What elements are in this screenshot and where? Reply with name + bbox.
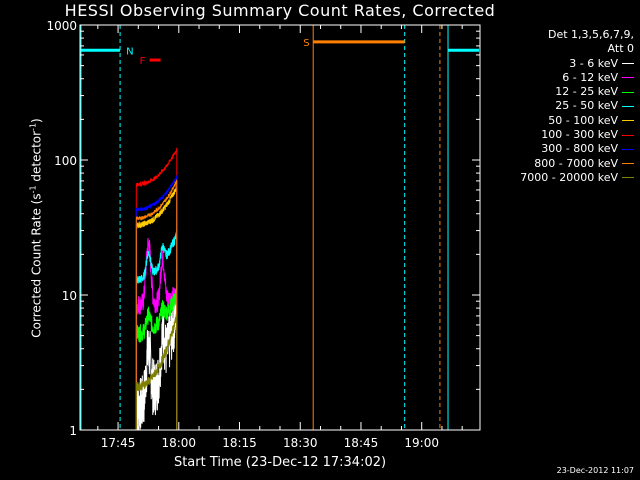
legend-entry-3: 25 - 50 keV bbox=[520, 99, 634, 113]
legend-entry-0: 3 - 6 keV bbox=[520, 57, 634, 71]
y-tick-label-3: 1000 bbox=[46, 19, 77, 33]
series-line-2 bbox=[135, 287, 178, 430]
series-line-4 bbox=[135, 185, 178, 430]
series-line-5 bbox=[135, 147, 178, 430]
series-line-1 bbox=[135, 237, 178, 430]
legend-entry-4: 50 - 100 keV bbox=[520, 114, 634, 128]
x-tick-label-1: 18:00 bbox=[161, 436, 196, 450]
legend-label: 50 - 100 keV bbox=[548, 113, 618, 127]
legend-entry-8: 7000 - 20000 keV bbox=[520, 171, 634, 185]
legend: Det 1,3,5,6,7,9, Att 0 3 - 6 keV 6 - 12 k… bbox=[520, 28, 634, 185]
legend-label: 800 - 7000 keV bbox=[534, 156, 618, 170]
legend-label: 100 - 300 keV bbox=[541, 128, 618, 142]
legend-swatch bbox=[622, 163, 634, 165]
x-tick-label-4: 18:45 bbox=[344, 436, 379, 450]
legend-entry-6: 300 - 800 keV bbox=[520, 142, 634, 156]
legend-swatch bbox=[622, 120, 634, 122]
legend-label: 300 - 800 keV bbox=[541, 142, 618, 156]
series-line-8 bbox=[135, 314, 178, 430]
series-line-3 bbox=[135, 230, 178, 430]
legend-entry-7: 800 - 7000 keV bbox=[520, 157, 634, 171]
legend-entry-2: 12 - 25 keV bbox=[520, 85, 634, 99]
legend-label: 12 - 25 keV bbox=[555, 85, 618, 99]
series-line-0 bbox=[135, 284, 178, 431]
legend-swatch bbox=[622, 77, 634, 79]
y-axis-label: Corrected Count Rate (s-1 detector-1) bbox=[28, 118, 44, 338]
legend-swatch bbox=[622, 177, 634, 179]
legend-label: 3 - 6 keV bbox=[569, 56, 618, 70]
series-line-6 bbox=[135, 175, 178, 430]
annotation-label-0: N bbox=[126, 46, 133, 57]
legend-swatch bbox=[622, 63, 634, 65]
x-tick-label-3: 18:30 bbox=[283, 436, 318, 450]
x-tick-label-5: 19:00 bbox=[404, 436, 439, 450]
legend-header-2: Att 0 bbox=[607, 42, 634, 56]
legend-entry-5: 100 - 300 keV bbox=[520, 128, 634, 142]
legend-label: 7000 - 20000 keV bbox=[520, 170, 618, 184]
annotation-label-3: S bbox=[303, 38, 309, 49]
x-tick-label-2: 18:15 bbox=[222, 436, 257, 450]
legend-swatch bbox=[622, 105, 634, 107]
legend-label: 6 - 12 keV bbox=[562, 70, 618, 84]
y-tick-label-0: 1 bbox=[69, 424, 77, 438]
x-axis-label: Start Time (23-Dec-12 17:34:02) bbox=[173, 455, 387, 470]
annotation-label-2: F bbox=[140, 56, 146, 67]
legend-swatch bbox=[622, 91, 634, 93]
chart-title: HESSI Observing Summary Count Rates, Cor… bbox=[64, 1, 496, 20]
series-line-7 bbox=[135, 179, 178, 430]
x-tick-label-0: 17:45 bbox=[101, 436, 136, 450]
y-tick-label-2: 100 bbox=[54, 154, 77, 168]
legend-header-1: Det 1,3,5,6,7,9, bbox=[547, 28, 634, 41]
timestamp: 23-Dec-2012 11:07 bbox=[556, 466, 634, 475]
legend-entry-1: 6 - 12 keV bbox=[520, 71, 634, 85]
legend-label: 25 - 50 keV bbox=[555, 99, 618, 113]
legend-swatch bbox=[622, 148, 634, 150]
y-tick-label-1: 10 bbox=[62, 289, 77, 303]
legend-swatch bbox=[622, 134, 634, 136]
